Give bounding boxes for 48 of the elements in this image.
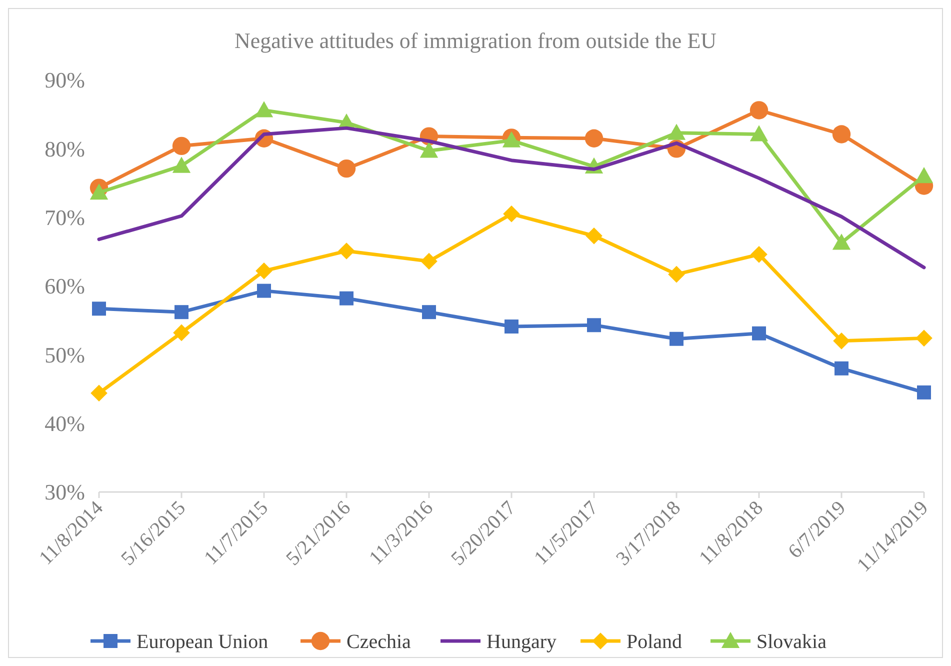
point — [750, 101, 768, 120]
point — [337, 159, 356, 178]
y-tick-label: 70% — [44, 205, 85, 230]
point — [254, 101, 274, 118]
point — [504, 320, 518, 334]
point — [668, 266, 685, 283]
y-tick-label: 40% — [44, 411, 85, 436]
point — [750, 246, 768, 263]
y-tick-label: 80% — [44, 136, 85, 162]
point — [670, 332, 684, 346]
point — [586, 227, 602, 244]
point — [340, 291, 354, 306]
y-tick-label: 30% — [44, 480, 85, 505]
chart-title: Negative attitudes of immigration from outside the EU — [234, 28, 717, 53]
point — [832, 125, 851, 144]
point — [587, 318, 601, 332]
point — [916, 330, 932, 347]
point — [172, 136, 191, 156]
point — [90, 384, 108, 402]
point — [420, 252, 438, 270]
y-tick-label: 90% — [44, 68, 85, 93]
legend-label: Poland — [626, 631, 682, 653]
point — [173, 324, 190, 342]
point — [92, 302, 106, 316]
point — [174, 305, 188, 320]
point — [90, 184, 108, 200]
point — [833, 332, 850, 350]
point — [917, 385, 931, 400]
point — [420, 142, 438, 158]
y-tick-label: 60% — [44, 274, 85, 299]
y-tick-label: 50% — [44, 342, 85, 368]
point — [257, 284, 271, 298]
legend-label: European Union — [136, 631, 268, 653]
point — [832, 234, 851, 250]
point — [667, 124, 686, 140]
point — [750, 125, 768, 142]
legend-label: Hungary — [486, 631, 556, 653]
legend-label: Czechia — [346, 631, 412, 653]
point — [752, 326, 766, 340]
point — [256, 262, 272, 280]
point — [172, 156, 191, 173]
point — [422, 305, 436, 320]
legend-label: Slovakia — [756, 631, 827, 653]
point — [338, 242, 355, 260]
point — [914, 167, 934, 184]
point — [503, 206, 520, 222]
point — [584, 129, 604, 148]
point — [834, 361, 848, 376]
